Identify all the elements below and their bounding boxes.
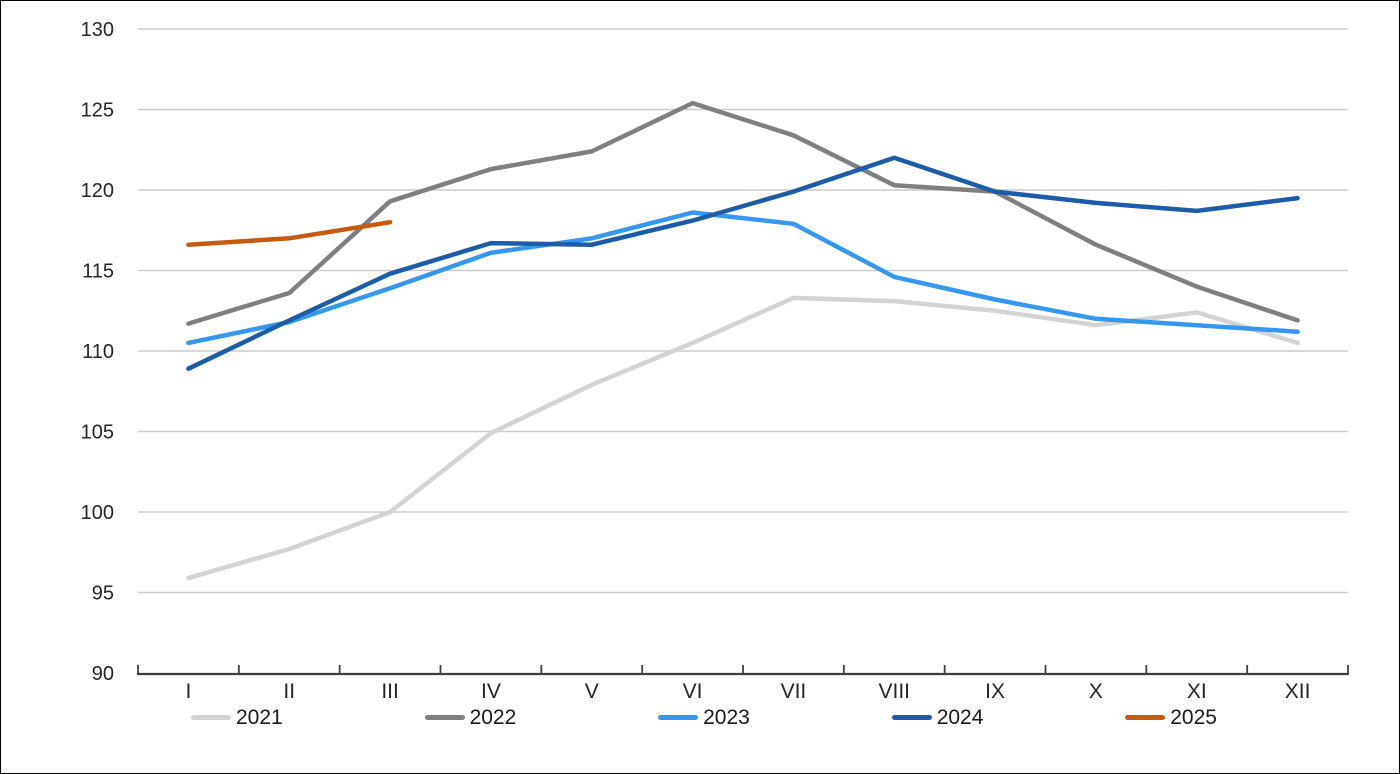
y-tick-label-120: 120 bbox=[81, 180, 114, 202]
y-tick-label-130: 130 bbox=[81, 19, 114, 41]
legend-label-2021: 2021 bbox=[236, 706, 283, 729]
legend-item-2022: 2022 bbox=[424, 706, 517, 729]
y-tick-label-110: 110 bbox=[82, 341, 114, 363]
legend-swatch-2025 bbox=[1125, 715, 1166, 720]
y-tick-label-105: 105 bbox=[81, 422, 114, 444]
x-tick-label-VII: VII bbox=[781, 680, 807, 703]
x-tick-label-II: II bbox=[283, 680, 295, 703]
x-tick-label-III: III bbox=[381, 680, 399, 703]
legend-swatch-2024 bbox=[891, 715, 932, 720]
x-tick-label-X: X bbox=[1089, 680, 1103, 703]
legend-swatch-2022 bbox=[424, 715, 465, 720]
series-line-2022 bbox=[186, 100, 1300, 326]
chart-legend: 2021 2022 2023 2024 2025 bbox=[191, 707, 1217, 728]
series-line-2023 bbox=[186, 210, 1300, 346]
y-tick-label-90: 90 bbox=[92, 663, 114, 685]
legend-swatch-2023 bbox=[658, 715, 699, 720]
y-axis-labels: 90 95 100 105 110 115 120 125 130 bbox=[81, 19, 114, 685]
legend-swatch-2021 bbox=[191, 715, 231, 720]
series-line-2025 bbox=[186, 219, 393, 247]
legend-label-2025: 2025 bbox=[1170, 706, 1217, 729]
x-tick-label-VI: VI bbox=[683, 680, 703, 703]
legend-item-2021: 2021 bbox=[191, 707, 283, 728]
x-tick-label-IX: IX bbox=[985, 680, 1005, 703]
x-tick-label-VIII: VIII bbox=[878, 680, 910, 703]
legend-label-2022: 2022 bbox=[469, 706, 517, 729]
x-axis-labels: I II III IV V VI VII VIII IX X XI XII bbox=[185, 680, 1310, 703]
gridlines bbox=[138, 28, 1348, 594]
legend-item-2023: 2023 bbox=[658, 707, 750, 728]
x-tick-label-XI: XI bbox=[1187, 680, 1207, 703]
legend-label-2023: 2023 bbox=[703, 706, 750, 729]
y-tick-label-95: 95 bbox=[92, 583, 114, 605]
x-tick-label-V: V bbox=[585, 680, 599, 703]
x-tick-label-I: I bbox=[185, 680, 191, 703]
y-tick-label-125: 125 bbox=[81, 100, 114, 122]
x-tick-label-IV: IV bbox=[481, 680, 501, 703]
y-tick-label-100: 100 bbox=[81, 502, 114, 524]
series-line-2024 bbox=[186, 155, 1300, 371]
series-line-2021 bbox=[186, 295, 1300, 581]
x-tick-label-XII: XII bbox=[1285, 680, 1311, 703]
x-axis bbox=[137, 665, 1349, 676]
legend-item-2024: 2024 bbox=[891, 706, 984, 729]
legend-item-2025: 2025 bbox=[1125, 707, 1217, 728]
legend-label-2024: 2024 bbox=[936, 706, 984, 729]
y-tick-label-115: 115 bbox=[82, 261, 114, 283]
